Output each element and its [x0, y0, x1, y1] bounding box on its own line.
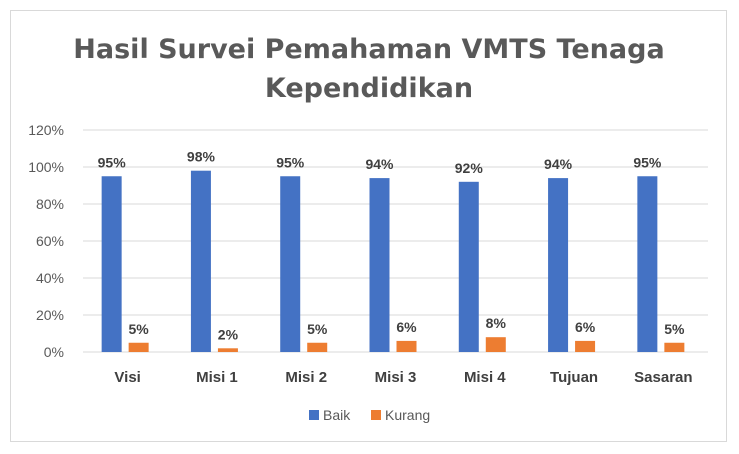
bar-baik-tujuan	[548, 178, 569, 352]
data-label: 8%	[486, 315, 507, 331]
bar-baik-misi-1	[190, 170, 211, 352]
data-label: 98%	[187, 149, 216, 165]
data-label: 6%	[396, 319, 417, 335]
data-label: 6%	[575, 319, 596, 335]
bar-kurang-tujuan	[575, 340, 596, 352]
y-tick-label: 120%	[28, 122, 64, 138]
chart-title-line-1: Hasil Survei Pemahaman VMTS Tenaga	[73, 34, 664, 65]
data-label: 95%	[276, 154, 305, 170]
y-tick-label: 60%	[36, 233, 64, 249]
bar-baik-misi-2	[280, 176, 301, 352]
y-tick-label: 100%	[28, 159, 64, 175]
x-category-label: Misi 2	[285, 369, 327, 386]
bar-kurang-misi-3	[396, 340, 417, 352]
data-label: 95%	[633, 154, 662, 170]
x-axis: Visi Misi 1 Misi 2 Misi 3 Misi 4 Tujuan Sasara…	[114, 369, 692, 386]
y-axis: 0% 20% 40% 60% 80% 100% 120%	[28, 122, 64, 360]
data-label: 94%	[544, 156, 573, 172]
legend-swatch-kurang	[371, 410, 381, 420]
data-label: 2%	[218, 326, 239, 342]
y-tick-label: 40%	[36, 270, 64, 286]
data-labels: 95% 5% 98% 2% 95% 5% 94% 6% 92% 8% 94% 6% 95% 5%	[98, 149, 685, 343]
y-tick-label: 0%	[44, 344, 64, 360]
x-category-label: Misi 4	[464, 369, 506, 386]
legend-label-baik: Baik	[323, 407, 351, 423]
y-tick-label: 80%	[36, 196, 64, 212]
gridlines	[83, 129, 708, 353]
x-category-label: Visi	[114, 369, 140, 386]
x-category-label: Sasaran	[634, 369, 692, 386]
legend-swatch-baik	[309, 410, 319, 420]
data-label: 5%	[129, 321, 150, 337]
chart-frame	[10, 10, 727, 442]
bars	[101, 170, 685, 352]
data-label: 94%	[365, 156, 394, 172]
data-label: 5%	[307, 321, 328, 337]
legend-label-kurang: Kurang	[385, 407, 430, 423]
data-label: 5%	[664, 321, 685, 337]
bar-baik-visi	[101, 176, 122, 352]
x-category-label: Misi 1	[196, 369, 238, 386]
bar-baik-misi-3	[369, 178, 390, 352]
bar-kurang-misi-4	[485, 337, 506, 352]
bar-baik-misi-4	[458, 181, 479, 352]
bar-kurang-misi-2	[307, 342, 328, 352]
bar-kurang-sasaran	[664, 342, 685, 352]
legend: Baik Kurang	[309, 407, 430, 423]
bar-baik-sasaran	[637, 176, 658, 352]
chart-title-line-2: Kependidikan	[265, 73, 473, 104]
bar-kurang-misi-1	[217, 348, 238, 352]
x-category-label: Misi 3	[375, 369, 417, 386]
data-label: 95%	[98, 154, 127, 170]
x-category-label: Tujuan	[550, 369, 598, 386]
data-label: 92%	[455, 160, 484, 176]
y-tick-label: 20%	[36, 307, 64, 323]
bar-kurang-visi	[128, 342, 149, 352]
